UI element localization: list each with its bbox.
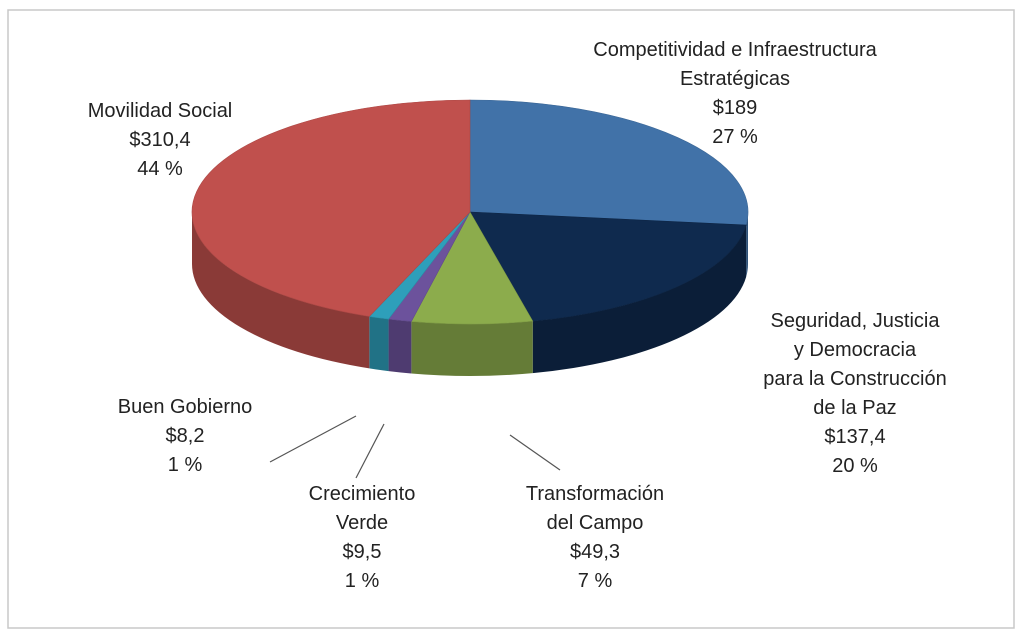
slice-side: [411, 321, 533, 376]
category-label: Movilidad Social: [87, 100, 233, 122]
percent-label: 7 %: [577, 570, 613, 592]
slice: [469, 99, 749, 226]
leader-line: [269, 415, 357, 463]
slice-side: [746, 212, 748, 278]
value-label: $189: [712, 97, 758, 119]
percent-label: 44 %: [137, 158, 183, 180]
category-label: Crecimiento Verde: [308, 483, 416, 534]
percent-label: 1 %: [344, 570, 380, 592]
category-label: Transformación del Campo: [525, 483, 665, 534]
category-label: Seguridad, Justicia y Democracia para la…: [763, 310, 947, 419]
value-label: $8,2: [165, 425, 205, 447]
slice-label: Seguridad, Justicia y Democracia para la…: [763, 307, 946, 481]
slice: [410, 211, 534, 325]
slice: [469, 211, 747, 322]
category-label: Competitividad e Infraestructura Estraté…: [593, 39, 877, 90]
slice-side: [532, 225, 747, 374]
percent-label: 20 %: [832, 455, 878, 477]
value-label: $137,4: [824, 426, 886, 448]
value-label: $310,4: [129, 129, 191, 151]
slice-label: Competitividad e Infraestructura Estraté…: [593, 36, 876, 152]
slice-label: Buen Gobierno $8,2 1 %: [118, 393, 253, 480]
leader-line: [355, 423, 385, 479]
slice-label: Movilidad Social $310,4 44 %: [88, 97, 233, 184]
slice-label: Crecimiento Verde $9,5 1 %: [309, 480, 416, 596]
leader-line: [509, 434, 561, 471]
slice-side: [192, 212, 370, 369]
value-label: $49,3: [569, 541, 621, 563]
category-label: Buen Gobierno: [117, 396, 253, 418]
slice-label: Transformación del Campo $49,3 7 %: [526, 480, 664, 596]
slice-side: [369, 316, 389, 372]
percent-label: 1 %: [167, 454, 203, 476]
value-label: $9,5: [342, 541, 382, 563]
slice-side: [388, 319, 412, 374]
percent-label: 27 %: [712, 126, 758, 148]
slice: [191, 99, 471, 317]
